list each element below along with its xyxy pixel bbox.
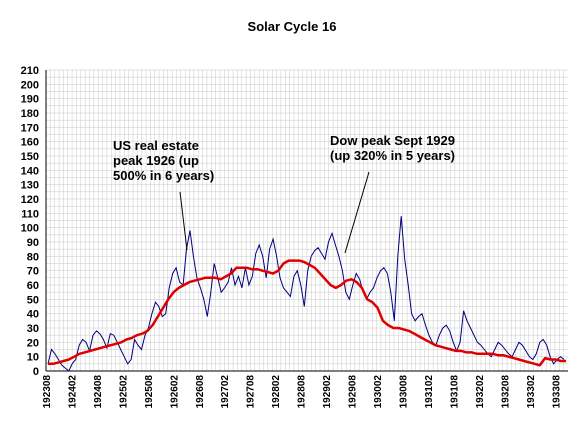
y-tick-label: 200 [21, 79, 39, 91]
annotation-dow-pointer [344, 171, 370, 254]
x-tick-label: 193102 [424, 375, 435, 409]
annotation-real-estate-line-2: peak 1926 (up [113, 153, 199, 168]
x-tick-label: 192802 [271, 375, 282, 409]
series-line-raw [47, 216, 565, 372]
y-tick-label: 90 [27, 237, 39, 249]
series-line-smoothed [48, 259, 566, 367]
x-tick-label: 192502 [118, 375, 129, 409]
y-tick-label: 210 [21, 65, 39, 77]
y-tick-label: 120 [21, 194, 39, 206]
x-tick-label: 192308 [42, 375, 53, 409]
y-tick-label: 30 [27, 323, 39, 335]
x-tick-label: 192508 [144, 375, 155, 409]
grid [45, 69, 568, 372]
x-tick-label: 192808 [297, 375, 308, 409]
y-tick-label: 180 [21, 108, 39, 120]
x-tick-label: 193302 [526, 375, 537, 409]
x-tick-label: 193108 [449, 375, 460, 409]
y-tick-label: 150 [21, 151, 39, 163]
x-tick-label: 192902 [322, 375, 333, 409]
x-tick-label: 192402 [67, 375, 78, 409]
x-axis-ticks: 192308 192402 192408 192502 192508 192602 1926… [42, 375, 562, 409]
x-tick-label: 193208 [500, 375, 511, 409]
y-tick-label: 140 [21, 165, 39, 177]
y-tick-label: 40 [27, 309, 39, 321]
x-tick-label: 192702 [220, 375, 231, 409]
y-tick-label: 20 [27, 337, 39, 349]
axes [45, 70, 568, 372]
series [47, 216, 566, 372]
y-tick-label: 60 [27, 280, 39, 292]
y-tick-label: 160 [21, 137, 39, 149]
y-axis-ticks: 0 10 20 30 40 50 60 70 80 90 100 110 120 130 140 150 160… [21, 65, 39, 378]
x-tick-label: 192408 [93, 375, 104, 409]
annotation-real-estate: US real estate peak 1926 (up 500% in 6 y… [113, 138, 214, 183]
chart-title: Solar Cycle 16 [248, 19, 337, 34]
y-tick-label: 70 [27, 266, 39, 278]
y-tick-label: 130 [21, 180, 39, 192]
y-tick-label: 110 [21, 208, 39, 220]
annotation-dow-line-1: Dow peak Sept 1929 [330, 133, 455, 148]
x-tick-label: 193008 [398, 375, 409, 409]
y-tick-label: 190 [21, 94, 39, 106]
annotation-real-estate-pointer [179, 191, 188, 251]
x-tick-label: 192608 [195, 375, 206, 409]
x-tick-label: 193308 [551, 375, 562, 409]
y-tick-label: 170 [21, 122, 39, 134]
x-tick-label: 192908 [348, 375, 359, 409]
y-tick-label: 80 [27, 251, 39, 263]
annotation-real-estate-line-3: 500% in 6 years) [113, 168, 214, 183]
x-tick-label: 192602 [169, 375, 180, 409]
y-tick-label: 50 [27, 294, 39, 306]
x-tick-label: 193202 [475, 375, 486, 409]
y-tick-label: 10 [27, 352, 39, 364]
y-tick-label: 0 [33, 366, 39, 378]
y-tick-label: 100 [21, 223, 39, 235]
x-tick-label: 193002 [373, 375, 384, 409]
annotation-real-estate-line-1: US real estate [113, 138, 199, 153]
annotation-dow: Dow peak Sept 1929 (up 320% in 5 years) [330, 133, 459, 163]
annotations: US real estate peak 1926 (up 500% in 6 y… [113, 133, 459, 254]
annotation-dow-line-2: (up 320% in 5 years) [330, 148, 455, 163]
x-tick-label: 192708 [246, 375, 257, 409]
